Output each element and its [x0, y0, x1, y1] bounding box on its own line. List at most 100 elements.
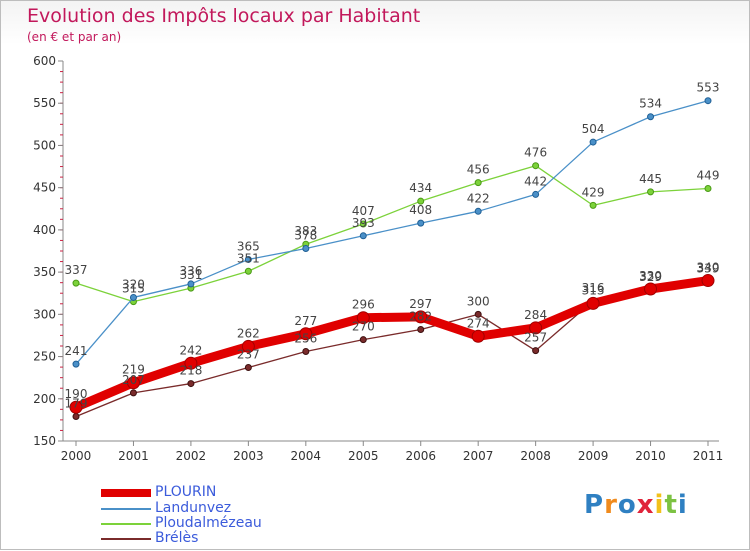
proxiti-logo: Proxiti [584, 490, 688, 520]
data-label-breles: 270 [352, 320, 375, 334]
data-point-ploudalmezeau [647, 188, 655, 196]
data-labels-layer: 190 219 242 262 277 296 297 274 284 313 330 340 241 3… [65, 81, 720, 411]
data-point-ploudalmezeau [72, 279, 80, 287]
data-point-landunvez [417, 219, 425, 227]
x-tick-label: 2009 [578, 449, 609, 463]
chart-title: Evolution des Impôts locaux par Habitant [27, 5, 421, 27]
data-label-ploudalmezeau: 315 [122, 282, 145, 296]
data-point-plourin [529, 321, 543, 335]
y-tick-label: 200 [33, 392, 56, 406]
legend-swatch-landunvez [101, 508, 151, 510]
data-label-landunvez: 378 [294, 228, 317, 242]
data-label-ploudalmezeau: 456 [467, 163, 490, 177]
data-label-ploudalmezeau: 434 [409, 181, 432, 195]
data-label-ploudalmezeau: 429 [582, 185, 605, 199]
data-label-breles: 329 [639, 270, 662, 284]
legend-swatch-plourin [101, 489, 151, 497]
data-label-breles: 282 [409, 310, 432, 324]
data-point-landunvez [72, 360, 80, 368]
data-point-landunvez [532, 190, 540, 198]
data-label-landunvez: 241 [65, 344, 88, 358]
logo-letter: i [654, 490, 665, 520]
x-tick-label: 2007 [463, 449, 494, 463]
data-label-landunvez: 534 [639, 97, 662, 111]
data-point-landunvez [129, 293, 137, 301]
logo-letter: x [636, 490, 655, 520]
data-label-ploudalmezeau: 331 [179, 268, 202, 282]
data-point-ploudalmezeau [704, 185, 712, 193]
data-label-landunvez: 320 [122, 277, 145, 291]
data-point-plourin [356, 311, 370, 325]
data-point-plourin [471, 329, 485, 343]
data-point-landunvez [302, 244, 310, 252]
data-label-breles: 257 [524, 331, 547, 345]
data-point-landunvez [647, 113, 655, 121]
data-label-landunvez: 553 [697, 81, 720, 95]
x-tick-label: 2008 [520, 449, 551, 463]
x-tick-label: 2000 [61, 449, 92, 463]
data-label-breles: 256 [294, 331, 317, 345]
data-point-plourin [126, 376, 140, 390]
logo-letter: r [604, 490, 618, 520]
data-point-ploudalmezeau [532, 162, 540, 170]
data-label-ploudalmezeau: 383 [294, 224, 317, 238]
x-tick-label: 2010 [635, 449, 666, 463]
data-label-ploudalmezeau: 476 [524, 146, 547, 160]
logo-letter: P [584, 490, 605, 520]
data-label-plourin: 219 [122, 363, 145, 377]
data-point-landunvez [187, 280, 195, 288]
y-tick-label: 150 [33, 434, 56, 448]
logo-letter: t [664, 490, 678, 520]
y-tick-label: 300 [33, 307, 56, 321]
data-label-landunvez: 504 [582, 122, 605, 136]
data-point-breles [129, 389, 137, 397]
legend-label-ploudalmezeau: Ploudalmézeau [155, 515, 262, 531]
legend-label-plourin: PLOURIN [155, 484, 217, 500]
data-point-breles [244, 364, 252, 372]
x-tick-label: 2003 [233, 449, 264, 463]
series-layer [69, 97, 715, 421]
data-label-plourin: 297 [409, 297, 432, 311]
x-tick-label: 2006 [405, 449, 436, 463]
series-line-ploudalmezeau [75, 165, 709, 303]
data-label-ploudalmezeau: 407 [352, 204, 375, 218]
data-label-plourin: 277 [294, 314, 317, 328]
data-label-plourin: 242 [179, 343, 202, 357]
data-label-landunvez: 336 [179, 264, 202, 278]
data-point-breles [359, 336, 367, 344]
data-point-breles [302, 347, 310, 355]
x-tick-label: 2004 [291, 449, 322, 463]
data-label-plourin: 313 [582, 283, 605, 297]
data-label-plourin: 262 [237, 326, 260, 340]
data-point-ploudalmezeau [474, 179, 482, 187]
data-label-breles: 316 [582, 281, 605, 295]
data-label-plourin: 190 [65, 387, 88, 401]
series-line-landunvez [75, 100, 709, 365]
y-tick-label: 250 [33, 350, 56, 364]
data-label-breles: 218 [179, 364, 202, 378]
data-point-plourin [299, 327, 313, 341]
y-tick-label: 350 [33, 265, 56, 279]
legend-swatch-ploudalmezeau [101, 523, 151, 525]
chart-subtitle: (en € et par an) [27, 30, 122, 44]
legend-label-breles: Brélès [155, 530, 199, 546]
data-label-ploudalmezeau: 337 [65, 263, 88, 277]
data-label-ploudalmezeau: 351 [237, 251, 260, 265]
logo-letter: i [677, 490, 688, 520]
data-point-landunvez [359, 232, 367, 240]
legend-label-landunvez: Landunvez [155, 500, 232, 516]
data-point-plourin [241, 339, 255, 353]
data-point-plourin [586, 296, 600, 310]
data-point-landunvez [704, 97, 712, 105]
data-label-plourin: 296 [352, 298, 375, 312]
data-label-landunvez: 408 [409, 203, 432, 217]
data-point-plourin [69, 400, 83, 414]
data-label-breles: 237 [237, 348, 260, 362]
data-point-landunvez [474, 207, 482, 215]
data-label-breles: 339 [697, 261, 720, 275]
data-point-plourin [184, 356, 198, 370]
x-tick-label: 2005 [348, 449, 379, 463]
legend-swatch-breles [101, 538, 151, 540]
x-tick-label: 2001 [118, 449, 149, 463]
